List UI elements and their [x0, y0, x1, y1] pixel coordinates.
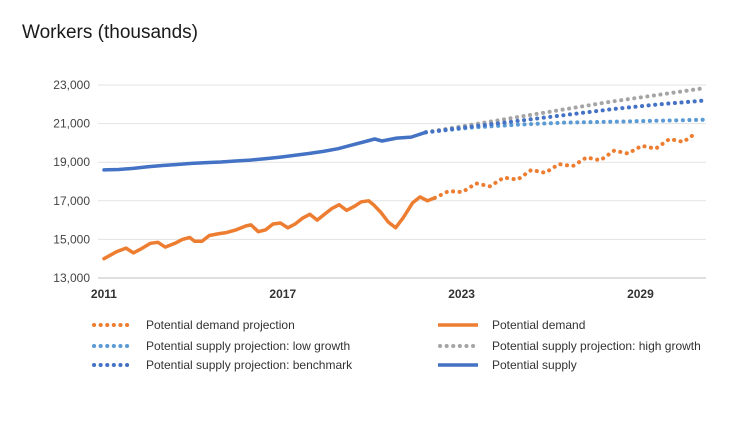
series-line-potential-supply-projection-high-growth: [423, 85, 708, 135]
y-tick-label: 15,000: [53, 232, 90, 246]
series-line-potential-demand: [102, 195, 437, 261]
x-tick-label: 2023: [448, 287, 475, 301]
series-line-potential-supply: [102, 130, 428, 172]
x-tick-label: 2011: [91, 287, 117, 301]
x-tick-label: 2029: [627, 287, 654, 301]
chart-title: Workers (thousands): [22, 22, 198, 43]
series-lines: [102, 85, 708, 261]
y-tick-label: 17,000: [53, 194, 90, 208]
series-line-potential-supply-projection-benchmark: [423, 98, 708, 135]
y-tick-label: 13,000: [53, 271, 90, 285]
y-tick-label: 23,000: [53, 78, 90, 92]
y-tick-label: 19,000: [53, 155, 90, 169]
gridlines: [98, 84, 706, 279]
axes: 13,000 15,000 17,000 19,000 21,000 23,000 2011…: [53, 78, 654, 301]
x-tick-label: 2017: [269, 287, 296, 301]
y-tick-label: 21,000: [53, 117, 90, 131]
series-line-potential-demand-projection: [432, 130, 700, 200]
series-line-potential-supply-projection-low-growth: [423, 117, 708, 135]
